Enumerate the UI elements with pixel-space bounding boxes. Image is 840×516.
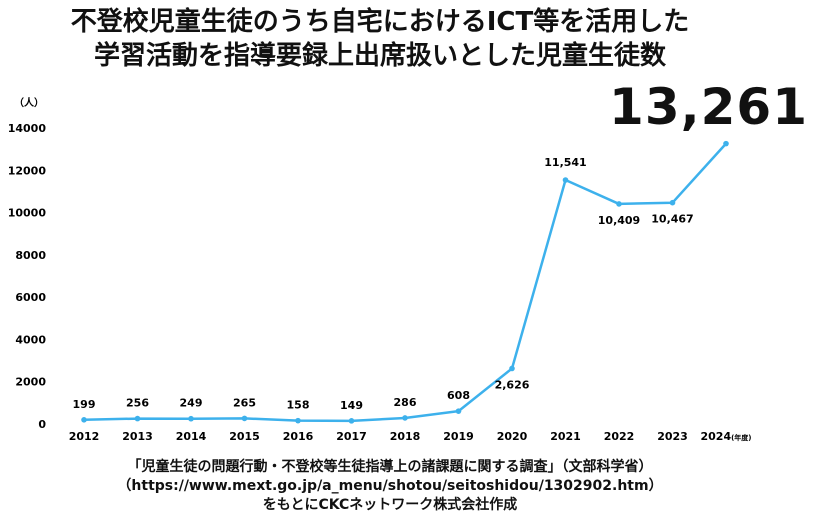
data-label: 2,626 — [495, 378, 530, 391]
y-tick-label: 6000 — [15, 291, 46, 304]
data-point — [669, 199, 676, 206]
y-tick-label: 10000 — [8, 207, 47, 220]
y-axis-unit-label: （人） — [14, 96, 44, 109]
data-label: 11,541 — [544, 156, 586, 169]
y-tick-label: 4000 — [15, 333, 46, 346]
data-point — [562, 177, 569, 183]
data-point — [188, 415, 194, 422]
y-tick-label: 8000 — [15, 249, 46, 262]
x-tick-label: 2018 — [390, 430, 421, 443]
data-point — [402, 415, 408, 421]
data-label: 256 — [126, 397, 149, 410]
series-line — [83, 142, 727, 423]
x-tick-label: 2022 — [604, 430, 635, 443]
data-label: 265 — [233, 396, 256, 409]
source-credit: をもとにCKCネットワーク株式会社作成 — [262, 497, 518, 513]
data-label: 608 — [447, 389, 470, 402]
x-axis-unit-label: (年度) — [731, 433, 751, 442]
x-tick-label: 2016 — [283, 430, 314, 443]
data-point — [723, 140, 729, 147]
source-line1: 「児童生徒の問題行動・不登校等生徒指導上の諸課題に関する調査」（文部科学省） — [127, 459, 653, 475]
data-label: 158 — [287, 399, 310, 412]
data-point — [616, 201, 622, 207]
data-label: 249 — [180, 397, 203, 410]
highlight-value: 13,261 — [609, 78, 808, 136]
source-url: （https://www.mext.go.jp/a_menu/shotou/se… — [117, 478, 663, 494]
x-tick-label: 2020 — [497, 430, 528, 443]
chart-title-line1: 不登校児童生徒のうち自宅におけるICT等を活用した — [70, 7, 690, 37]
data-label: 149 — [340, 399, 363, 412]
x-tick-label: 2017 — [336, 430, 367, 443]
x-tick-label: 2019 — [443, 430, 474, 443]
data-label: 199 — [73, 398, 96, 411]
x-tick-label: 2012 — [69, 430, 100, 443]
y-tick-label: 2000 — [15, 376, 46, 389]
chart-title-line2: 学習活動を指導要録上出席扱いとした児童生徒数 — [93, 41, 666, 71]
x-tick-label: 2013 — [122, 430, 153, 443]
data-point — [509, 365, 515, 372]
x-tick-label: 2014 — [176, 430, 207, 443]
x-tick-label: 2024(年度) — [700, 430, 751, 443]
data-point — [241, 415, 248, 422]
data-label: 10,467 — [651, 213, 693, 226]
y-tick-label: 0 — [38, 418, 46, 431]
x-tick-label: 2021 — [550, 430, 581, 443]
data-label: 286 — [394, 396, 417, 409]
data-point — [295, 417, 301, 424]
data-point — [455, 408, 462, 414]
x-tick-label: 2015 — [229, 430, 260, 443]
y-tick-label: 12000 — [8, 164, 47, 177]
data-point — [134, 415, 141, 422]
data-point — [81, 416, 87, 423]
data-point — [348, 418, 355, 424]
x-tick-label: 2023 — [657, 430, 688, 443]
y-tick-label: 14000 — [8, 122, 47, 135]
data-label: 10,409 — [598, 214, 640, 227]
